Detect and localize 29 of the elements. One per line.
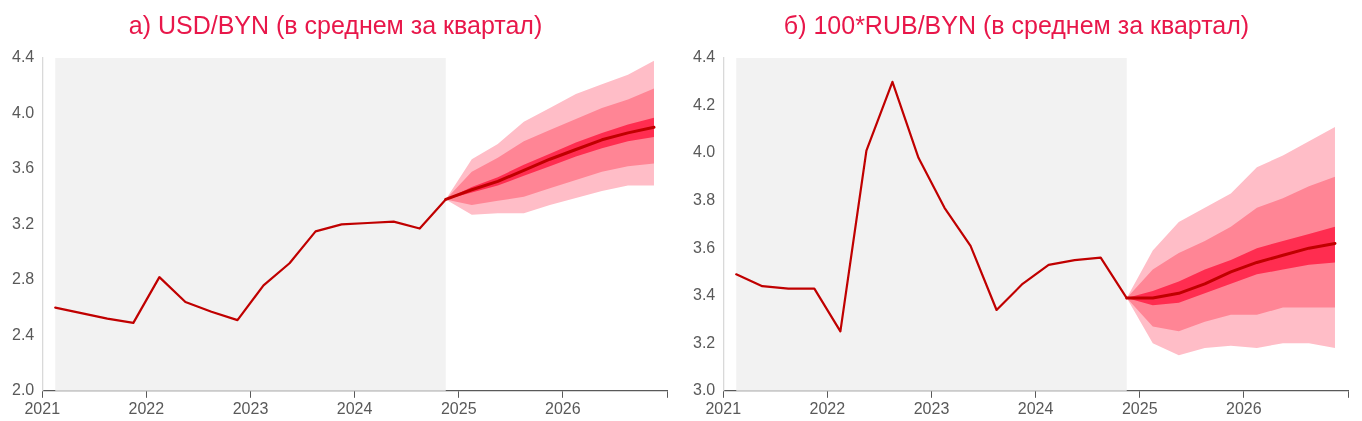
- x-tick-label: 2024: [336, 399, 373, 417]
- x-tick-label: 2022: [809, 399, 846, 417]
- y-tick-label: 3.8: [692, 191, 716, 209]
- x-tick-label: 2025: [1121, 399, 1158, 417]
- x-tick-label: 2025: [440, 399, 477, 417]
- y-tick-label: 4.4: [11, 48, 35, 66]
- y-tick-label: 2.8: [11, 270, 35, 288]
- x-tick-label: 2023: [232, 399, 269, 417]
- x-tick-label: 2026: [545, 399, 581, 417]
- y-tick-label: 4.0: [11, 103, 35, 121]
- chart-title: б) 100*RUB/BYN (в среднем за квартал): [783, 10, 1250, 39]
- x-tick-label: 2021: [24, 399, 61, 417]
- y-tick-label: 3.0: [692, 381, 716, 399]
- y-tick-label: 3.2: [11, 214, 35, 232]
- y-tick-label: 3.6: [11, 159, 35, 177]
- x-tick-label: 2026: [1226, 399, 1262, 417]
- x-tick-label: 2023: [913, 399, 950, 417]
- y-tick-label: 3.6: [692, 238, 716, 256]
- y-tick-label: 3.4: [692, 286, 716, 304]
- y-tick-label: 3.2: [692, 333, 716, 351]
- y-tick-label: 4.4: [692, 48, 716, 66]
- y-tick-label: 2.0: [11, 381, 35, 399]
- chart-title: а) USD/BYN (в среднем за квартал): [128, 10, 543, 39]
- y-tick-label: 4.2: [692, 95, 716, 113]
- y-tick-label: 2.4: [11, 325, 35, 343]
- x-tick-label: 2021: [705, 399, 742, 417]
- x-tick-label: 2022: [128, 399, 165, 417]
- x-tick-label: 2024: [1017, 399, 1054, 417]
- y-tick-label: 4.0: [692, 143, 716, 161]
